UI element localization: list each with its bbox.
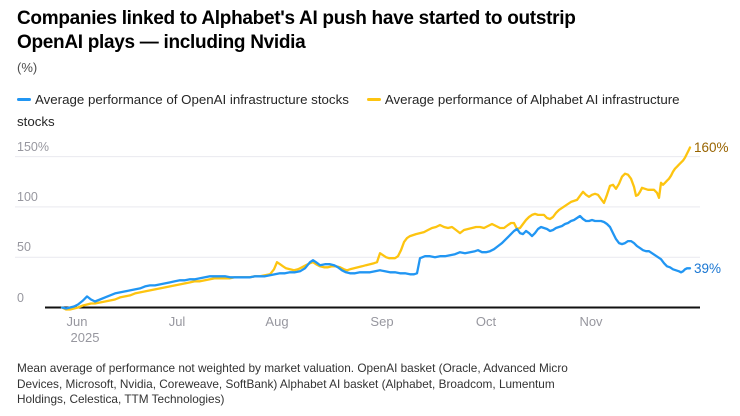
openai-line-swatch-icon	[17, 97, 31, 101]
openai-series-line	[60, 214, 692, 310]
y-tick-0: 0	[17, 290, 24, 305]
title-line-2: OpenAI plays — including Nvidia	[17, 32, 306, 53]
y-tick-100: 100	[17, 189, 38, 204]
alphabet-end-value-label: 160%	[694, 139, 729, 155]
openai-end-value-label: 39%	[694, 261, 722, 277]
footnote-line-2: Devices, Microsoft, Nvidia, Coreweave, S…	[17, 376, 555, 391]
legend-item-alphabet: Average performance of Alphabet AI infra…	[366, 92, 680, 107]
alphabet-series-line	[60, 146, 692, 311]
x-tick-jul: Jul	[168, 314, 186, 329]
gridlines	[15, 156, 700, 309]
legend-label-openai: Average performance of OpenAI infrastruc…	[35, 92, 349, 107]
title-line-1: Companies linked to Alphabet's AI push h…	[17, 8, 576, 29]
y-tick-150: 150%	[17, 139, 49, 154]
alphabet-line-swatch-icon	[366, 97, 381, 101]
legend-label-alphabet-line2: stocks	[17, 114, 55, 129]
x-tick-nov: Nov	[579, 314, 603, 329]
footnote-line-3: Holdings, Celestica, TTM Technologies)	[17, 392, 225, 406]
legend-item-openai: Average performance of OpenAI infrastruc…	[17, 92, 349, 107]
x-tick-oct: Oct	[475, 314, 497, 329]
x-tick-aug: Aug	[265, 314, 289, 329]
legend-label-alphabet-line1: Average performance of Alphabet AI infra…	[384, 92, 680, 107]
y-tick-50: 50	[17, 240, 31, 255]
y-axis-unit-label: (%)	[17, 60, 38, 75]
footnote: Mean average of performance not weighted…	[17, 361, 717, 408]
legend: Average performance of OpenAI infrastruc…	[17, 89, 733, 133]
x-tick-jun: Jun	[66, 314, 88, 329]
x-axis-year-label: 2025	[70, 330, 100, 345]
x-tick-sep: Sep	[370, 314, 394, 329]
footnote-line-1: Mean average of performance not weighted…	[17, 361, 568, 375]
chart-title: Companies linked to Alphabet's AI push h…	[17, 7, 576, 55]
